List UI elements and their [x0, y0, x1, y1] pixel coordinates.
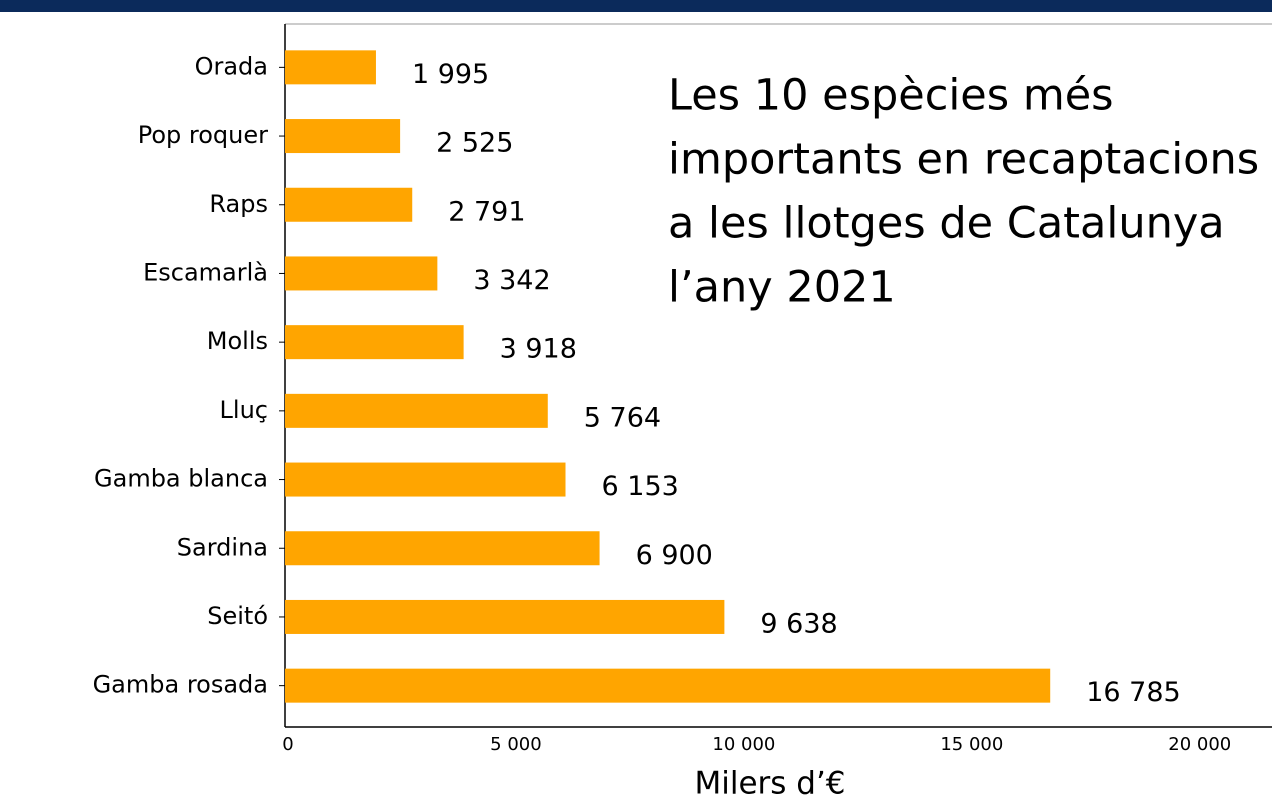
bar	[285, 119, 401, 154]
header-band	[0, 0, 1272, 12]
y-tick-label: Gamba blanca	[94, 465, 268, 493]
bar	[285, 668, 1051, 703]
value-label: 5 764	[584, 402, 661, 433]
x-tick-label: 15 000	[940, 734, 1003, 755]
y-tick-label: Seitó	[207, 602, 268, 630]
x-tick-label: 5 000	[490, 734, 542, 755]
value-label: 16 785	[1086, 677, 1180, 708]
bar	[285, 462, 566, 497]
chart-title: Les 10 espècies més	[668, 71, 1114, 121]
y-tick-label: Molls	[207, 327, 268, 355]
y-tick-label: Lluç	[220, 396, 268, 424]
x-axis-label: Milers d’€	[694, 766, 845, 802]
value-label: 1 995	[412, 59, 489, 90]
value-label: 3 342	[473, 265, 550, 296]
bar	[285, 325, 464, 360]
chart-title: a les llotges de Catalunya	[668, 199, 1225, 249]
bar	[285, 50, 376, 85]
bar	[285, 599, 725, 634]
y-tick-label: Sardina	[177, 533, 268, 561]
y-tick-label: Pop roquer	[138, 121, 268, 149]
bar	[285, 187, 413, 222]
x-tick-label: 20 000	[1168, 734, 1231, 755]
bar	[285, 531, 600, 566]
x-tick-label: 10 000	[712, 734, 775, 755]
x-tick-label: 0	[282, 734, 293, 755]
value-label: 6 153	[602, 471, 679, 502]
value-label: 2 791	[448, 196, 525, 227]
value-label: 9 638	[760, 608, 837, 639]
y-tick-label: Gamba rosada	[93, 671, 268, 699]
bar	[285, 256, 438, 291]
y-tick-label: Escamarlà	[143, 258, 268, 286]
chart-title: l’any 2021	[668, 263, 896, 313]
bar	[285, 393, 548, 428]
chart-title: importants en recaptacions	[668, 135, 1259, 185]
y-tick-label: Orada	[195, 52, 268, 80]
value-label: 3 918	[500, 334, 577, 365]
value-label: 6 900	[636, 540, 713, 571]
value-label: 2 525	[436, 128, 513, 159]
y-tick-label: Raps	[209, 190, 268, 218]
